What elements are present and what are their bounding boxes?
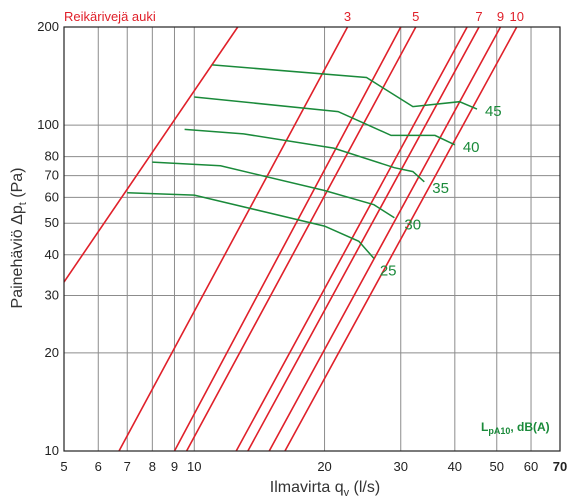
damper-line xyxy=(268,27,502,451)
sound-curve-label: 30 xyxy=(404,217,421,234)
sound-level-note-main: L xyxy=(481,420,488,434)
y-tick-label: 40 xyxy=(45,247,59,262)
x-axis-label-sub: v xyxy=(344,487,350,499)
sound-curve xyxy=(212,64,478,110)
x-tick-label: 50 xyxy=(490,459,504,474)
damper-line xyxy=(284,27,518,451)
y-axis-label: Painehäviö Δp xyxy=(9,205,26,308)
plot-frame xyxy=(63,26,561,452)
sound-curve xyxy=(194,96,456,146)
damper-line xyxy=(64,27,239,283)
y-tick-label: 70 xyxy=(45,168,59,183)
x-tick-label: 8 xyxy=(149,459,156,474)
sound-level-note-unit: , dB(A) xyxy=(510,420,549,434)
damper-lines xyxy=(64,27,518,451)
x-tick-label: 60 xyxy=(524,459,538,474)
damper-line-label: 7 xyxy=(475,9,482,24)
x-tick-label: 40 xyxy=(448,459,462,474)
y-axis-label-sub: t xyxy=(17,202,29,205)
damper-line xyxy=(185,27,417,451)
x-tick-label: 6 xyxy=(95,459,102,474)
y-tick-label: 80 xyxy=(45,149,59,164)
damper-title: Reikärivejä auki xyxy=(64,9,156,24)
damper-line xyxy=(247,27,480,451)
x-tick-label: 70 xyxy=(553,459,567,474)
x-axis-title: Ilmavirta qv (l/s) xyxy=(270,479,380,499)
sound-curve xyxy=(127,192,375,259)
x-tick-label: 7 xyxy=(124,459,131,474)
x-tick-label: 10 xyxy=(187,459,201,474)
x-tick-label: 30 xyxy=(394,459,408,474)
damper-line-label: 5 xyxy=(412,9,419,24)
damper-line-label: 9 xyxy=(497,9,504,24)
sound-curve-label: 40 xyxy=(463,139,480,156)
x-axis-label: Ilmavirta q xyxy=(270,479,344,496)
x-tick-label: 5 xyxy=(60,459,67,474)
sound-curve-label: 35 xyxy=(432,180,449,197)
damper-line xyxy=(173,27,402,451)
y-tick-label: 60 xyxy=(45,189,59,204)
y-tick-label: 200 xyxy=(37,19,59,34)
y-tick-label: 20 xyxy=(45,345,59,360)
y-tick-label: 30 xyxy=(45,288,59,303)
y-tick-label: 100 xyxy=(37,117,59,132)
sound-curve-label: 45 xyxy=(485,103,502,120)
y-tick-label: 50 xyxy=(45,215,59,230)
chart-labels: Reikärivejä auki Ilmavirta qv (l/s) Pain… xyxy=(9,9,550,499)
damper-line xyxy=(235,27,468,451)
sound-curve xyxy=(184,128,425,183)
y-tick-label: 10 xyxy=(45,443,59,458)
x-tick-label: 9 xyxy=(171,459,178,474)
sound-curve-label: 25 xyxy=(380,262,397,279)
damper-line-label: 3 xyxy=(344,9,351,24)
sound-level-note: LpA10, dB(A) xyxy=(481,420,550,436)
x-axis-label-unit: (l/s) xyxy=(349,479,380,496)
y-axis-label-unit: (Pa) xyxy=(9,168,26,203)
x-tick-label: 20 xyxy=(317,459,331,474)
sound-curve xyxy=(152,161,395,219)
damper-line xyxy=(118,27,349,451)
sound-level-note-sub: pA10 xyxy=(488,426,510,436)
sound-level-curves xyxy=(127,64,478,259)
damper-line-label: 10 xyxy=(509,9,523,24)
tick-labels: 5 6 7 8 9 10 20 30 40 50 60 70 10 20 30 40 50 60 70 80 100 20… xyxy=(37,19,567,474)
y-axis-title: Painehäviö Δpt (Pa) xyxy=(9,168,29,309)
